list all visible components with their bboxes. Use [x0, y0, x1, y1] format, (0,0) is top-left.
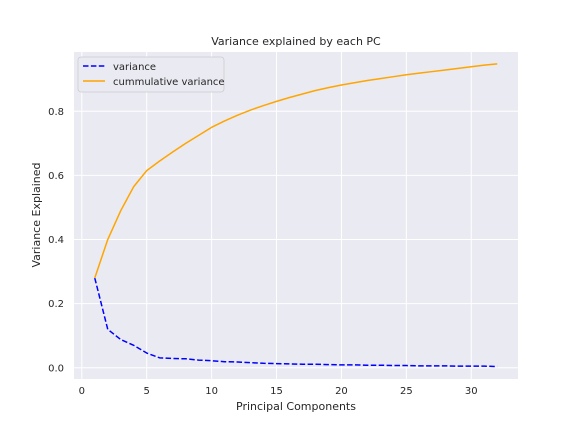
legend-box — [77, 56, 225, 93]
legend-label-cumulative: cummulative variance — [113, 77, 225, 88]
legend-label-variance: variance — [113, 62, 156, 73]
x-tick-label: 30 — [465, 386, 478, 397]
x-tick-label: 20 — [335, 386, 348, 397]
y-tick-label: 0.0 — [48, 363, 64, 374]
chart-title: Variance explained by each PC — [211, 35, 381, 48]
tick-labels: 0 5 10 15 20 25 30 0.0 0.2 0.4 0.6 0.8 — [48, 107, 478, 397]
y-axis-label: Variance Explained — [30, 162, 43, 267]
series-group — [94, 63, 498, 368]
y-tick-label: 0.4 — [48, 235, 64, 246]
legend: variance cummulative variance — [77, 56, 225, 93]
x-axis-label: Principal Components — [236, 400, 356, 413]
x-tick-label: 25 — [400, 386, 413, 397]
x-tick-label: 0 — [79, 386, 85, 397]
plot-area — [74, 52, 518, 379]
x-tick-label: 10 — [205, 386, 218, 397]
y-tick-label: 0.2 — [48, 299, 64, 310]
x-tick-label: 5 — [144, 386, 150, 397]
series-line-variance — [94, 277, 498, 368]
grid — [74, 52, 518, 379]
series-line-cumulative-variance — [94, 63, 498, 279]
y-tick-label: 0.8 — [48, 107, 64, 118]
y-tick-label: 0.6 — [48, 171, 64, 182]
x-tick-label: 15 — [270, 386, 283, 397]
